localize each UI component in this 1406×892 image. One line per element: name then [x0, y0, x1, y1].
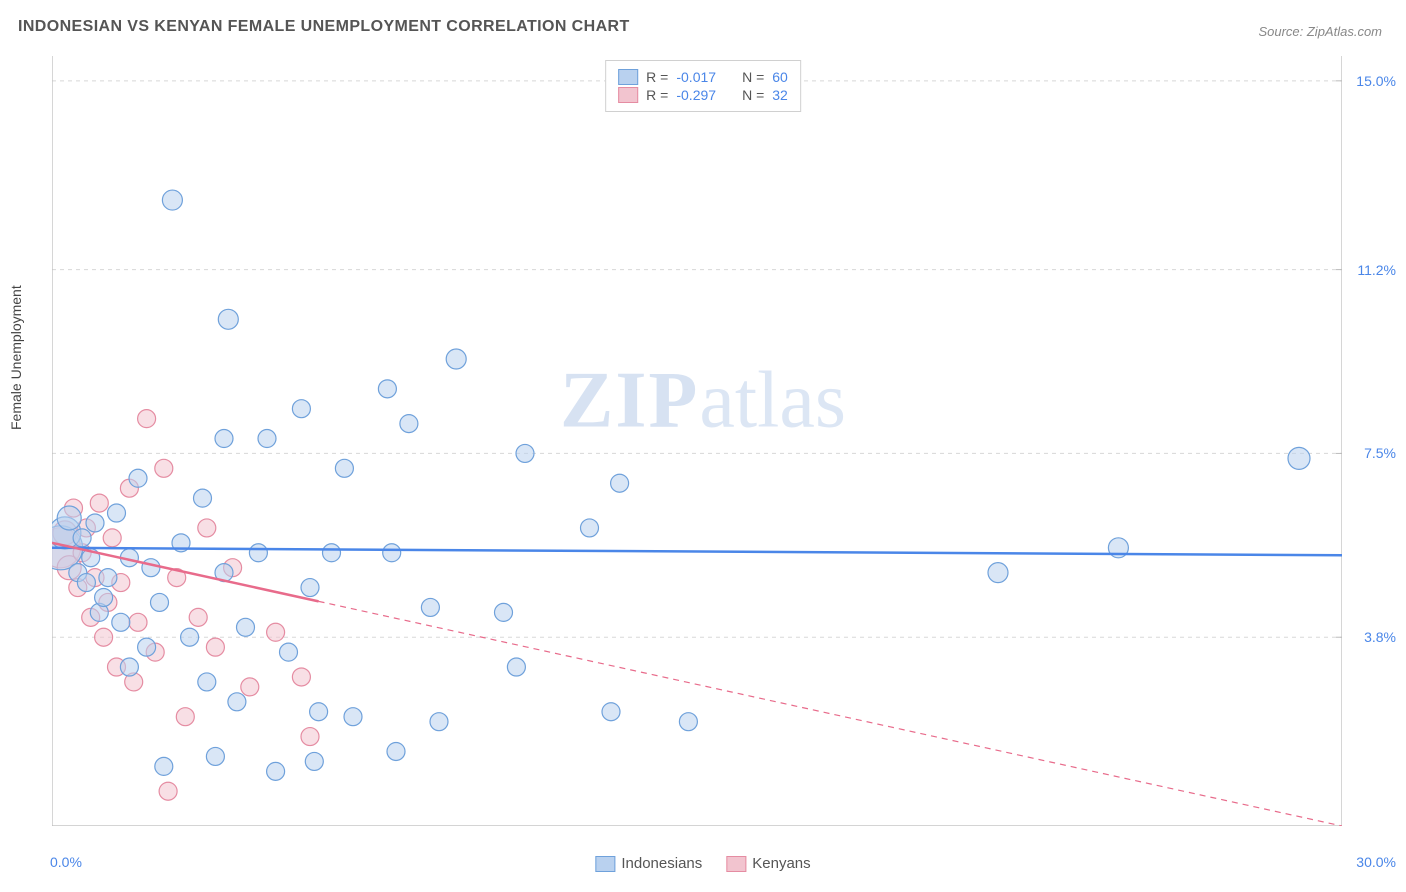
swatch-kenyans: [726, 856, 746, 872]
y-tick-label: 15.0%: [1356, 73, 1396, 89]
n-value: 60: [772, 69, 788, 85]
r-label: R =: [646, 87, 668, 103]
legend-label: Kenyans: [752, 855, 810, 872]
n-value: 32: [772, 87, 788, 103]
legend-row-kenyans: R = -0.297 N = 32: [618, 87, 788, 103]
n-label: N =: [742, 87, 764, 103]
legend-row-indonesians: R = -0.017 N = 60: [618, 69, 788, 85]
x-tick-label: 0.0%: [50, 854, 82, 870]
source-attribution: Source: ZipAtlas.com: [1258, 24, 1382, 39]
swatch-kenyans: [618, 87, 638, 103]
legend-label: Indonesians: [621, 855, 702, 872]
legend-item-kenyans: Kenyans: [726, 855, 810, 872]
correlation-legend: R = -0.017 N = 60 R = -0.297 N = 32: [605, 60, 801, 112]
y-tick-label: 3.8%: [1364, 629, 1396, 645]
chart-title: INDONESIAN VS KENYAN FEMALE UNEMPLOYMENT…: [18, 18, 630, 36]
swatch-indonesians: [618, 69, 638, 85]
r-value: -0.017: [676, 69, 716, 85]
scatter-plot: [52, 56, 1342, 826]
y-tick-label: 7.5%: [1364, 445, 1396, 461]
series-legend: Indonesians Kenyans: [595, 855, 810, 872]
r-label: R =: [646, 69, 668, 85]
swatch-indonesians: [595, 856, 615, 872]
y-tick-label: 11.2%: [1357, 262, 1396, 278]
legend-item-indonesians: Indonesians: [595, 855, 702, 872]
y-axis-label: Female Unemployment: [8, 285, 24, 430]
x-tick-label: 30.0%: [1356, 854, 1396, 870]
r-value: -0.297: [676, 87, 716, 103]
n-label: N =: [742, 69, 764, 85]
